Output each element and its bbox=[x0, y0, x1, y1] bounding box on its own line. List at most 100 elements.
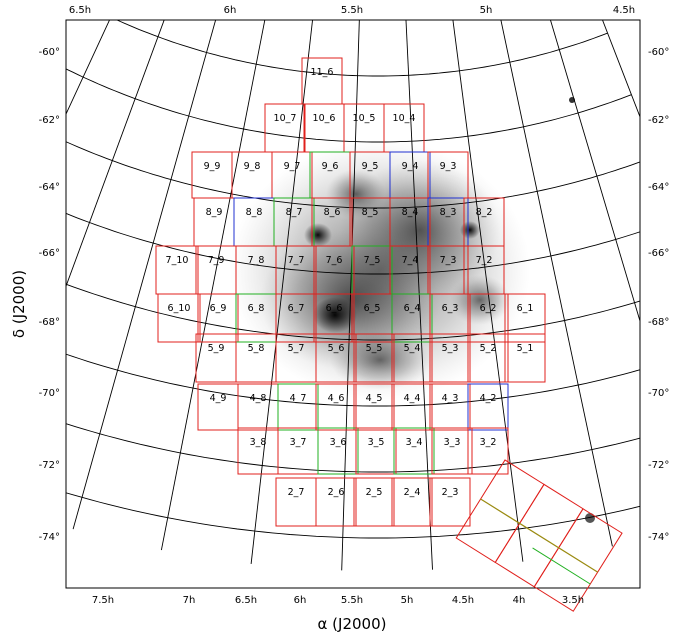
field-label: 3_6 bbox=[330, 437, 347, 448]
dec-tick-left: -62° bbox=[39, 115, 60, 126]
field-label: 3_4 bbox=[406, 437, 423, 448]
bottom-ra-tick: 5h bbox=[401, 595, 414, 606]
field-border bbox=[504, 293, 546, 343]
field-label: 10_6 bbox=[313, 113, 336, 124]
bottom-ra-tick: 4h bbox=[513, 595, 526, 606]
ra-gridline bbox=[72, 20, 261, 530]
field-label: 5_3 bbox=[442, 343, 459, 354]
field-label: 6_8 bbox=[248, 303, 265, 314]
field-tile: 2_5 bbox=[353, 477, 395, 527]
field-label: 5_6 bbox=[328, 343, 345, 354]
field-label: 7_3 bbox=[440, 255, 457, 266]
bottom-ra-tick: 4.5h bbox=[452, 595, 474, 606]
field-label: 8_7 bbox=[286, 207, 303, 218]
dec-gridline bbox=[66, 361, 640, 473]
bottom-ra-tick: 3.5h bbox=[562, 595, 584, 606]
dec-tick-right: -64° bbox=[648, 182, 669, 193]
field-tile: 4_6 bbox=[315, 383, 357, 431]
field-tile: 3_6 bbox=[317, 427, 359, 475]
field-tile: 6_1 bbox=[504, 293, 546, 343]
field-label: 7_6 bbox=[326, 255, 343, 266]
field-label: 5_2 bbox=[480, 343, 497, 354]
field-label: 8_3 bbox=[440, 207, 457, 218]
field-border bbox=[353, 477, 395, 527]
dec-tick-right: -70° bbox=[648, 388, 669, 399]
field-label: 5_8 bbox=[248, 343, 265, 354]
field-label: 8_8 bbox=[246, 207, 263, 218]
field-tile: 3_3 bbox=[431, 427, 473, 475]
ra-gridline bbox=[160, 20, 295, 551]
field-border bbox=[355, 427, 397, 475]
ra-gridline bbox=[250, 20, 330, 564]
dec-gridline bbox=[66, 125, 640, 209]
field-label: 6_4 bbox=[404, 303, 421, 314]
top-ra-tick: 5.5h bbox=[341, 5, 363, 16]
dec-tick-left: -66° bbox=[39, 248, 60, 259]
field-label: 8_2 bbox=[476, 207, 493, 218]
field-tile: 5_2 bbox=[467, 333, 509, 383]
ra-gridline bbox=[468, 20, 613, 547]
field-tile: 4_4 bbox=[391, 383, 433, 431]
field-tile: 2_4 bbox=[391, 477, 433, 527]
field-label: 6_1 bbox=[517, 303, 534, 314]
bridge-field-divider bbox=[480, 498, 598, 573]
x-axis-label: α (J2000) bbox=[318, 615, 387, 633]
field-tile: 4_7 bbox=[277, 383, 319, 431]
field-label: 4_3 bbox=[442, 393, 459, 404]
field-label: 7_10 bbox=[166, 255, 189, 266]
field-tile: 6_6 bbox=[313, 293, 355, 343]
bottom-ra-tick: 7.5h bbox=[92, 595, 114, 606]
field-label: 5_9 bbox=[208, 343, 225, 354]
y-axis-label: δ (J2000) bbox=[10, 270, 28, 338]
dec-gridline bbox=[66, 184, 640, 275]
field-label: 11_6 bbox=[311, 67, 334, 78]
dec-gridline bbox=[66, 302, 640, 407]
field-label: 6_7 bbox=[288, 303, 305, 314]
dec-tick-left: -70° bbox=[39, 388, 60, 399]
field-label: 9_4 bbox=[402, 161, 419, 172]
bottom-ra-tick: 7h bbox=[183, 595, 196, 606]
field-label: 4_5 bbox=[366, 393, 383, 404]
field-label: 4_9 bbox=[210, 393, 227, 404]
field-border bbox=[197, 293, 239, 343]
field-tile: 5_4 bbox=[391, 333, 433, 383]
field-border bbox=[431, 427, 473, 475]
field-label: 6_6 bbox=[326, 303, 343, 314]
field-border bbox=[393, 427, 435, 475]
field-tile: 4_5 bbox=[353, 383, 395, 431]
bottom-ra-tick: 6h bbox=[294, 595, 307, 606]
field-label: 6_9 bbox=[210, 303, 227, 314]
field-tile: 6_3 bbox=[429, 293, 471, 343]
field-border bbox=[275, 293, 317, 343]
field-border bbox=[467, 293, 509, 343]
dec-tick-right: -66° bbox=[648, 248, 669, 259]
field-label: 7_2 bbox=[476, 255, 493, 266]
dec-gridline bbox=[66, 243, 640, 341]
field-border bbox=[313, 293, 355, 343]
field-label: 2_3 bbox=[442, 487, 459, 498]
top-ra-tick: 6.5h bbox=[69, 5, 91, 16]
top-ra-tick: 5h bbox=[480, 5, 493, 16]
bottom-ra-tick: 6.5h bbox=[235, 595, 257, 606]
field-label: 3_5 bbox=[368, 437, 385, 448]
top-ra-tick: 6h bbox=[224, 5, 237, 16]
field-label: 9_3 bbox=[440, 161, 457, 172]
field-tile: 4_2 bbox=[467, 383, 509, 431]
field-tile: 6_9 bbox=[197, 293, 239, 343]
field-label: 7_5 bbox=[364, 255, 381, 266]
field-label: 6_5 bbox=[364, 303, 381, 314]
dec-tick-right: -60° bbox=[648, 47, 669, 58]
field-label: 5_1 bbox=[517, 343, 534, 354]
field-label: 2_4 bbox=[404, 487, 421, 498]
field-border bbox=[317, 427, 359, 475]
bridge-fields bbox=[455, 459, 623, 612]
field-label: 5_5 bbox=[366, 343, 383, 354]
field-tile: 4_3 bbox=[429, 383, 471, 431]
field-label: 10_7 bbox=[274, 113, 297, 124]
field-tile: 3_5 bbox=[355, 427, 397, 475]
field-label: 5_7 bbox=[288, 343, 305, 354]
field-label: 7_4 bbox=[402, 255, 419, 266]
field-border bbox=[315, 383, 357, 431]
field-label: 3_7 bbox=[290, 437, 307, 448]
dec-tick-left: -60° bbox=[39, 47, 60, 58]
